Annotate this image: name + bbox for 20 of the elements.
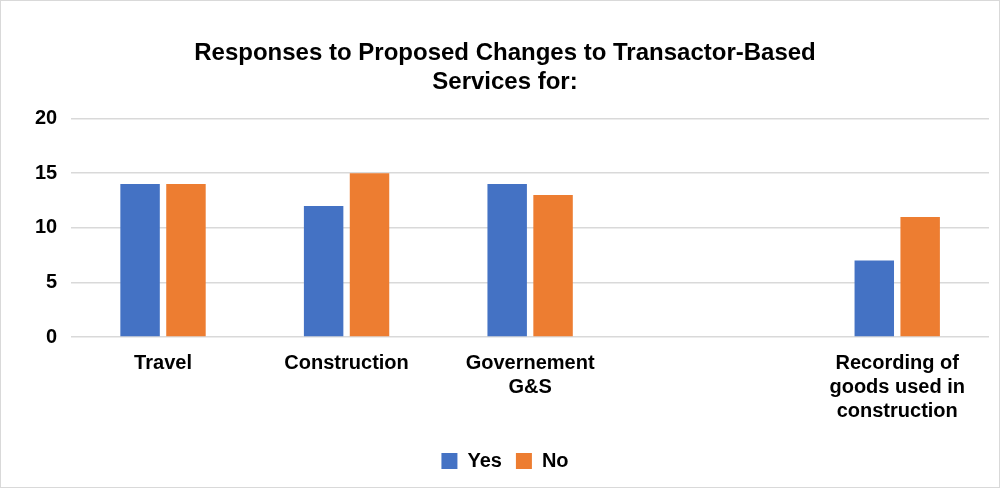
bar	[349, 173, 390, 337]
x-tick-label: Recording of goods used in construction	[829, 350, 966, 421]
legend-label: No	[541, 448, 569, 471]
bar	[166, 184, 206, 337]
bar	[854, 260, 895, 337]
bar	[303, 205, 344, 337]
chart-title: Responses to Proposed Changes to Transactor-Based Services for:	[194, 38, 816, 94]
y-tick-label: 5	[46, 269, 58, 292]
bar	[900, 216, 940, 337]
bar	[120, 184, 160, 337]
x-tick-label: Governement G&S	[465, 350, 595, 397]
bar	[487, 184, 527, 337]
y-tick-label: 10	[35, 215, 58, 238]
legend-label: Yes	[467, 448, 502, 471]
y-tick-label: 20	[35, 106, 58, 129]
y-tick-label: 15	[35, 160, 58, 183]
y-tick-label: 0	[46, 324, 58, 347]
bar	[533, 195, 573, 337]
x-tick-label: Travel	[134, 350, 192, 373]
x-tick-label: Construction	[284, 350, 409, 373]
